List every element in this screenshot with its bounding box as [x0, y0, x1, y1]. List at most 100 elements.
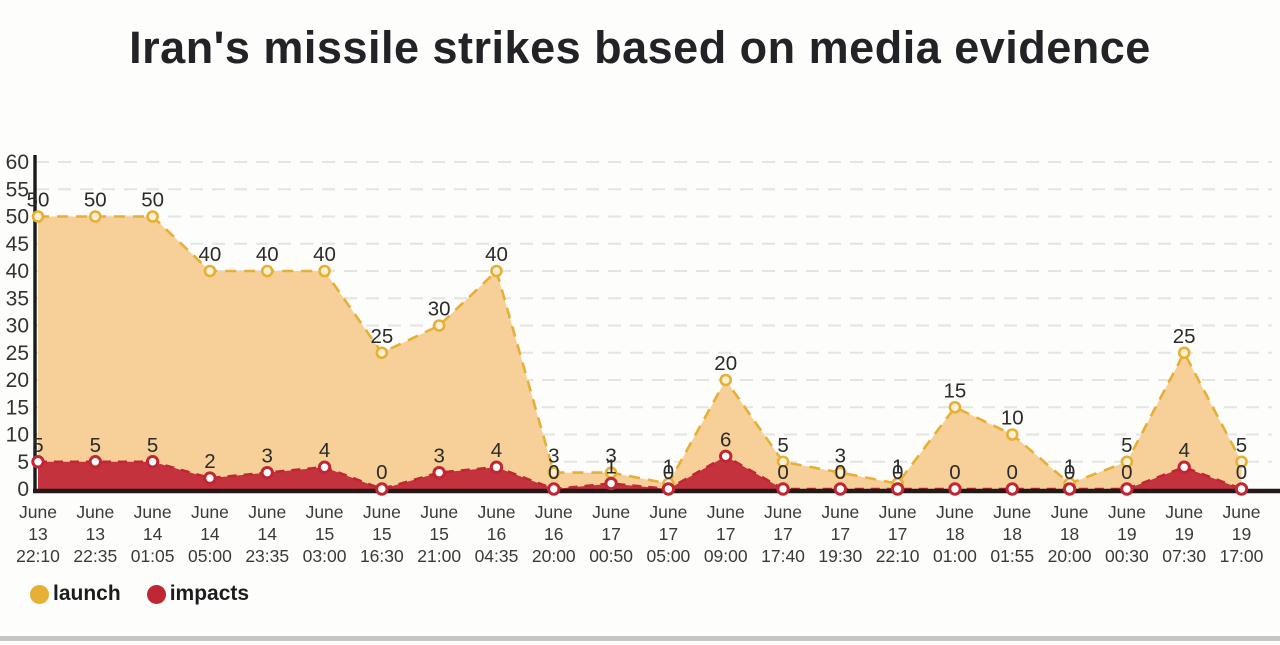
x-axis-label-day: 17: [601, 524, 620, 544]
launch-point-marker: [490, 264, 503, 278]
launch-point-marker: [547, 466, 561, 479]
impacts-point-marker: [1062, 482, 1077, 496]
launch-point-marker: [776, 455, 790, 469]
impacts-point-marker: [833, 482, 848, 496]
x-axis-label-time: 22:35: [73, 546, 117, 566]
bottom-divider: [0, 636, 1280, 641]
impacts-data-label: 4: [1178, 439, 1189, 462]
launch-point-marker: [318, 264, 331, 278]
launch-point-marker: [834, 466, 847, 479]
x-axis-label-day: 15: [429, 524, 448, 544]
launch-point-marker: [432, 319, 446, 332]
launch-data-label: 25: [370, 325, 393, 348]
legend-label-impacts: impacts: [169, 582, 250, 605]
x-axis-label-day: 13: [28, 524, 47, 544]
x-axis-label-time: 22:10: [876, 546, 920, 566]
launch-data-label: 25: [1173, 325, 1196, 348]
x-axis-label-day: 17: [716, 524, 735, 544]
legend-item-impacts: impacts: [146, 582, 250, 606]
x-axis-label-day: 16: [544, 524, 563, 544]
launch-data-label: 50: [27, 189, 50, 212]
launch-data-label: 40: [199, 243, 222, 266]
launch-line: [38, 215, 1243, 486]
legend-item-launch: launch: [30, 582, 121, 606]
impacts-data-label: 4: [319, 439, 330, 462]
impacts-point-marker: [1120, 482, 1134, 496]
y-axis-tick-label: 15: [6, 396, 29, 419]
x-axis-label-month: June: [191, 502, 229, 522]
y-axis-tick-label: 60: [6, 151, 29, 174]
x-axis-label-time: 00:30: [1105, 546, 1149, 566]
impacts-data-label: 0: [1236, 461, 1247, 484]
impacts-point-marker: [260, 465, 274, 480]
launch-point-marker: [719, 373, 733, 387]
impacts-data-label: 0: [949, 461, 960, 484]
launch-point-marker: [375, 346, 389, 360]
x-axis-label-day: 13: [86, 524, 105, 544]
impacts-data-label: 4: [491, 439, 502, 462]
y-axis-tick-label: 25: [6, 342, 29, 365]
x-axis-label-day: 18: [945, 524, 964, 544]
x-axis-label-month: June: [477, 502, 515, 522]
impacts-data-label: 0: [777, 461, 788, 484]
y-axis-tick-label: 0: [17, 478, 29, 501]
chart-legend: launch impacts: [30, 582, 249, 606]
x-axis-label-time: 16:30: [360, 546, 404, 566]
x-axis-label-month: June: [134, 502, 172, 522]
x-axis-label-month: June: [936, 502, 974, 522]
impacts-data-label: 5: [90, 434, 101, 457]
x-axis-label-day: 17: [888, 524, 907, 544]
y-axis-tick-label: 20: [6, 369, 29, 392]
launch-point-marker: [89, 210, 102, 223]
x-axis-label-day: 18: [1060, 524, 1079, 544]
launch-data-label: 3: [548, 445, 559, 468]
launch-point-marker: [203, 264, 217, 278]
launch-point-marker: [146, 210, 159, 223]
launch-data-label: 40: [485, 243, 508, 266]
x-axis-label-time: 05:00: [647, 546, 691, 566]
x-axis-label-time: 17:00: [1220, 546, 1264, 566]
launch-point-marker: [1177, 346, 1191, 360]
y-axis-tick-label: 55: [6, 178, 29, 201]
impacts-line: [38, 454, 1242, 491]
y-axis-tick-label: 40: [6, 260, 29, 283]
launch-series-dot-icon: [30, 584, 49, 604]
impacts-data-label: 3: [433, 445, 444, 468]
impacts-data-label: 0: [835, 461, 846, 484]
launch-point-marker: [948, 400, 962, 414]
impacts-data-label: 6: [720, 428, 731, 451]
launch-data-label: 5: [1121, 434, 1132, 457]
y-axis-tick-label: 5: [17, 451, 29, 474]
impacts-point-marker: [890, 482, 905, 496]
x-axis-label-month: June: [821, 502, 859, 522]
impacts-data-label: 0: [1064, 461, 1075, 484]
x-axis-label-time: 04:35: [475, 546, 519, 566]
impacts-point-marker: [1005, 482, 1019, 496]
launch-data-label: 20: [714, 352, 737, 375]
y-axis-tick-label: 35: [6, 287, 29, 310]
impacts-point-marker: [1177, 460, 1191, 474]
y-axis-tick-label: 30: [6, 315, 29, 338]
x-axis-label-month: June: [363, 502, 401, 522]
x-axis-label-day: 14: [200, 524, 220, 544]
impacts-data-label: 1: [605, 456, 616, 479]
x-axis-label-month: June: [764, 502, 802, 522]
x-axis-label-time: 19:30: [818, 546, 862, 566]
x-axis-label-day: 15: [315, 524, 334, 544]
x-axis-label-time: 01:55: [990, 546, 1034, 566]
impacts-point-marker: [375, 482, 389, 496]
x-axis-label-day: 14: [258, 524, 278, 544]
launch-point-marker: [1235, 455, 1248, 469]
x-axis-label-month: June: [1108, 502, 1146, 522]
x-axis-label-time: 17:40: [761, 546, 805, 566]
impacts-point-marker: [1234, 482, 1249, 496]
x-axis-label-time: 20:00: [532, 546, 576, 566]
launch-data-label: 1: [663, 456, 674, 479]
x-axis-label-time: 00:50: [589, 546, 633, 566]
x-axis-label-month: June: [306, 502, 344, 522]
y-axis-tick-label: 50: [6, 206, 29, 229]
launch-data-label: 5: [1236, 434, 1247, 457]
launch-data-label: 3: [835, 445, 846, 468]
launch-data-label: 15: [944, 379, 967, 402]
x-axis-label-day: 17: [831, 524, 850, 544]
